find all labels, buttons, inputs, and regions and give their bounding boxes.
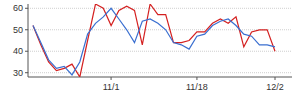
grid-line [28, 29, 292, 30]
grid-line [28, 72, 292, 73]
tick-label: 12/2 [266, 82, 284, 92]
grid-line [28, 8, 292, 9]
y-axis [28, 4, 29, 77]
tick-label: 50 [13, 25, 23, 35]
tick-label: 40 [13, 46, 23, 56]
x-axis [28, 77, 292, 78]
series-line [33, 8, 275, 75]
tick-label: 30 [13, 68, 23, 78]
tick-label: 11/1 [103, 82, 120, 92]
tick-label: 11/18 [186, 82, 208, 92]
tick-label: 60 [13, 3, 23, 13]
series-line [33, 4, 275, 77]
grid-line [28, 51, 292, 52]
